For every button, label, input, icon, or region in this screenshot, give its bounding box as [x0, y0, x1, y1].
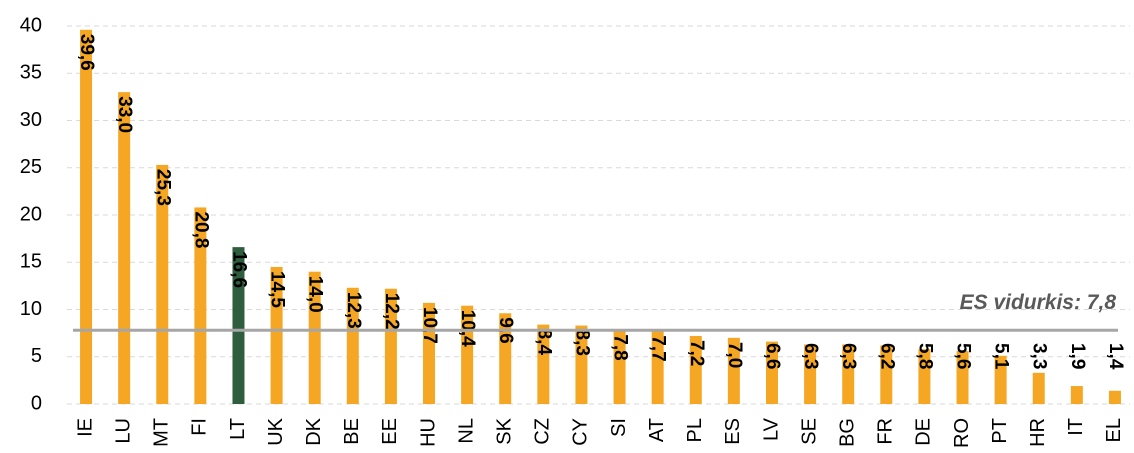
- bar: [384, 288, 397, 404]
- x-tick-label: SK: [494, 417, 516, 444]
- bar: [727, 337, 740, 404]
- x-tick-label: ES: [722, 418, 744, 445]
- bar: [308, 271, 321, 404]
- x-tick-label: DE: [913, 418, 935, 446]
- bar: [651, 331, 664, 404]
- data-label: 6,3: [800, 343, 821, 369]
- bar: [575, 325, 588, 404]
- x-tick-label: FI: [189, 418, 211, 436]
- data-label: 1,9: [1067, 343, 1088, 369]
- bar: [1108, 390, 1121, 404]
- x-tick-label: HU: [417, 418, 439, 447]
- bar: [270, 266, 283, 404]
- bar: [918, 349, 931, 404]
- data-label: 12,3: [343, 292, 364, 329]
- bar: [156, 164, 169, 404]
- x-tick-label: PL: [684, 418, 706, 442]
- data-label: 6,6: [762, 343, 783, 369]
- data-label: 20,8: [190, 211, 211, 248]
- bar: [689, 335, 702, 404]
- x-tick-label: IT: [1065, 418, 1087, 436]
- bar: [1032, 372, 1045, 404]
- x-tick-label: FR: [875, 418, 897, 445]
- x-tick-label: AT: [646, 418, 668, 442]
- bar: [842, 344, 855, 404]
- data-label: 6,3: [838, 343, 859, 369]
- bar: [1070, 386, 1083, 404]
- y-tick-label: 35: [20, 62, 42, 84]
- data-label: 14,5: [267, 271, 288, 308]
- data-label: 3,3: [1029, 343, 1050, 369]
- y-tick-label: 30: [20, 109, 42, 131]
- bar: [232, 247, 245, 404]
- x-tick-label: BG: [836, 418, 858, 447]
- data-label: 7,7: [648, 335, 669, 361]
- bar: [994, 355, 1007, 404]
- x-tick-label: EL: [1103, 418, 1125, 442]
- data-label: 5,6: [953, 343, 974, 369]
- y-tick-label: 10: [20, 298, 42, 320]
- x-tick-label: CY: [570, 418, 592, 446]
- data-label: 12,2: [381, 293, 402, 330]
- bar: [765, 341, 778, 404]
- data-label: 14,0: [305, 276, 326, 313]
- y-tick-label: 0: [31, 392, 42, 414]
- average-label: ES vidurkis: 7,8: [960, 291, 1117, 314]
- data-label: 7,8: [610, 334, 631, 360]
- data-label: 16,6: [228, 251, 249, 288]
- bar: [880, 345, 893, 404]
- x-tick-label: LV: [760, 417, 782, 441]
- data-label: 10,7: [419, 307, 440, 344]
- y-tick-label: 20: [20, 203, 42, 225]
- data-label: 8,4: [533, 329, 554, 356]
- bar: [118, 92, 131, 405]
- x-tick-label: PT: [989, 418, 1011, 444]
- y-tick-label: 25: [20, 156, 42, 178]
- x-tick-label: LU: [112, 418, 134, 444]
- y-tick-label: 5: [31, 345, 42, 367]
- y-tick-label: 15: [20, 251, 42, 273]
- bar: [613, 330, 626, 404]
- x-tick-label: HR: [1027, 418, 1049, 447]
- x-tick-label: NL: [455, 418, 477, 444]
- x-tick-label: UK: [265, 417, 287, 445]
- x-tick-label: EE: [379, 418, 401, 445]
- data-label: 7,2: [686, 340, 707, 366]
- y-tick-label: 40: [20, 14, 42, 36]
- bar: [194, 207, 207, 404]
- x-tick-label: LT: [227, 418, 249, 440]
- data-label: 6,2: [876, 343, 897, 369]
- bar: [956, 351, 969, 404]
- data-label: 25,3: [152, 169, 173, 206]
- bar: [537, 324, 550, 404]
- x-tick-label: SI: [608, 418, 630, 437]
- bar: [499, 313, 512, 404]
- data-label: 33,0: [114, 96, 135, 133]
- x-tick-label: DK: [303, 417, 325, 445]
- x-tick-label: CZ: [532, 418, 554, 445]
- x-tick-label: RO: [951, 418, 973, 448]
- bar: [423, 302, 436, 404]
- data-label: 39,6: [76, 34, 97, 71]
- data-label: 10,4: [457, 310, 478, 347]
- x-tick-label: BE: [341, 418, 363, 445]
- x-tick-label: MT: [151, 418, 173, 447]
- data-label: 1,4: [1105, 343, 1126, 370]
- data-label: 7,0: [724, 342, 745, 368]
- data-label: 5,8: [914, 343, 935, 369]
- x-tick-label: SE: [798, 418, 820, 445]
- data-label: 5,1: [991, 343, 1012, 370]
- x-tick-label: IE: [74, 418, 96, 437]
- bar: [804, 344, 817, 404]
- data-label: 8,3: [571, 330, 592, 356]
- bar: [80, 29, 93, 405]
- bar: [346, 287, 359, 404]
